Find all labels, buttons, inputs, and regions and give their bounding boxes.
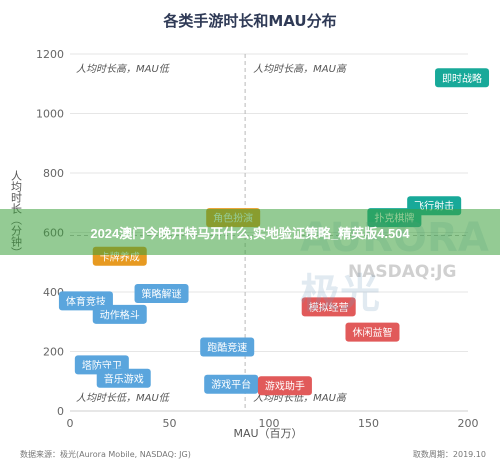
footer-date: 取数周期：2019.10 [412, 450, 486, 459]
data-point-marker [204, 374, 259, 394]
data-point-marker [92, 304, 147, 324]
banner-text: 2024澳门今晚开特马开什么,实地验证策略_精英版4.504 [90, 226, 410, 241]
data-point-marker [301, 297, 356, 317]
y-tick-label: 1000 [36, 108, 64, 121]
x-tick-label: 200 [458, 417, 479, 430]
data-point-label: 音乐游戏 [104, 372, 144, 385]
x-tick-label: 100 [259, 417, 280, 430]
overlay-banner: 2024澳门今晚开特马开什么,实地验证策略_精英版4.504 [0, 209, 500, 255]
data-point-label: 动作格斗 [100, 308, 140, 321]
axis-ticks: 020040060080010001200050100150200 [36, 48, 479, 430]
data-point-marker [345, 322, 400, 342]
data-point-marker [96, 368, 151, 388]
data-point: 动作格斗 [92, 304, 147, 324]
data-point-label: 游戏助手 [265, 380, 305, 393]
data-point-label: 塔防守卫 [82, 359, 122, 372]
data-point-label: 休闲益智 [352, 326, 392, 339]
data-point: 音乐游戏 [96, 368, 151, 388]
footer-source: 数据来源：极光(Aurora Mobile, NASDAQ: JG) [20, 450, 191, 459]
data-point-marker [200, 337, 255, 357]
data-point-marker [435, 68, 490, 88]
quadrant-label-bottom-left: 人均时长低，MAU低 [76, 392, 171, 404]
watermark-text: NASDAQ:JG [348, 262, 457, 282]
x-tick-label: 50 [163, 417, 177, 430]
data-point-label: 游戏平台 [211, 378, 251, 391]
data-point-label: 模拟经营 [309, 301, 349, 314]
data-point-marker [134, 283, 189, 303]
x-tick-label: 150 [358, 417, 379, 430]
data-point: 游戏助手 [257, 376, 312, 396]
data-point: 游戏平台 [204, 374, 259, 394]
x-axis-title: MAU（百万） [233, 427, 302, 440]
x-tick-label: 0 [67, 417, 74, 430]
data-point-label: 体育竞技 [66, 295, 106, 308]
data-point: 即时战略 [435, 68, 490, 88]
data-point: 策略解谜 [134, 283, 189, 303]
y-tick-label: 0 [57, 405, 64, 418]
data-point-label: 即时战略 [442, 72, 482, 85]
quadrant-label-top-right: 人均时长高，MAU高 [253, 63, 348, 75]
y-tick-label: 400 [43, 286, 64, 299]
y-tick-label: 1200 [36, 48, 64, 61]
data-point: 休闲益智 [345, 322, 400, 342]
data-point: 模拟经营 [301, 297, 356, 317]
chart-title: 各类手游时长和MAU分布 [163, 12, 337, 30]
data-point-label: 策略解谜 [142, 287, 182, 300]
data-point-label: 跑酷竞速 [207, 341, 247, 354]
y-tick-label: 800 [43, 167, 64, 180]
data-point-marker [257, 376, 312, 396]
quadrant-label-top-left: 人均时长高，MAU低 [76, 63, 171, 75]
data-point: 跑酷竞速 [200, 337, 255, 357]
y-tick-label: 200 [43, 346, 64, 359]
